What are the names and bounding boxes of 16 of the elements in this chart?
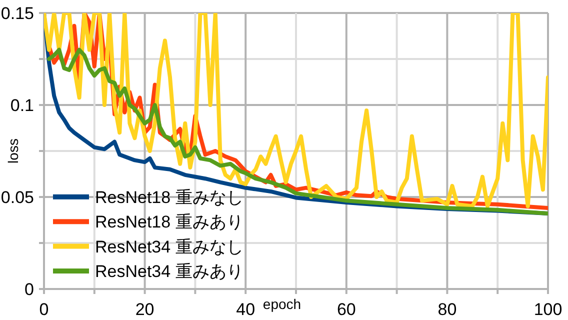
y-tick-label: 0.1 [10,96,34,115]
x-tick-label: 40 [236,300,256,319]
y-axis-title: loss [5,138,21,164]
y-tick-label: 0.15 [0,4,34,23]
legend-label: ResNet34 重みあり [95,262,244,281]
y-tick-label: 0 [24,280,34,299]
y-tick-label: 0.05 [0,188,34,207]
x-tick-label: 0 [39,300,49,319]
x-tick-label: 100 [534,300,562,319]
x-tick-label: 60 [336,300,356,319]
x-tick-label: 80 [438,300,457,319]
x-tick-label: 20 [135,300,154,319]
legend-label: ResNet18 重みあり [95,212,244,232]
legend-label: ResNet34 重みなし [95,237,244,256]
x-axis-title: epoch [262,296,302,312]
legend-label: ResNet18 重みなし [95,188,244,207]
